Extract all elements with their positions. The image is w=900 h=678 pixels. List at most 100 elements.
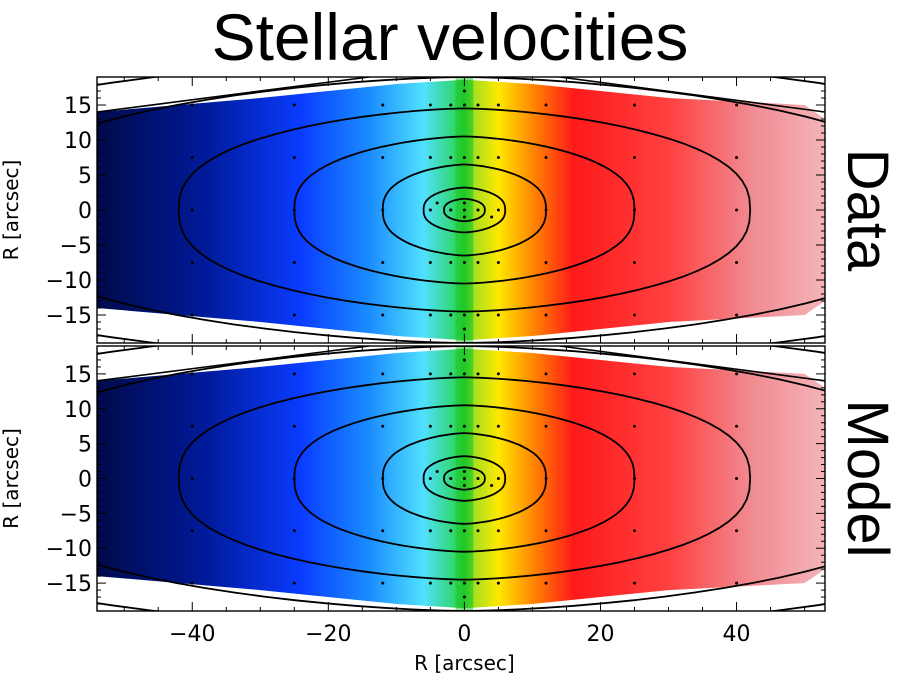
bin-dot: [435, 201, 439, 205]
bin-dot: [462, 595, 466, 599]
bin-dot: [428, 156, 432, 159]
bin-dot: [462, 483, 466, 487]
bin-dot: [428, 424, 432, 428]
bin-dot: [462, 581, 466, 585]
bin-dot: [490, 483, 494, 487]
panel-label-model: Model: [835, 400, 900, 558]
bin-dot: [496, 103, 500, 107]
bin-dot: [496, 477, 500, 480]
y-tick-label: 15: [64, 363, 92, 388]
bin-dot: [292, 424, 296, 428]
bin-dot: [449, 477, 453, 480]
bin-dot: [544, 424, 548, 428]
figure-title: Stellar velocities: [211, 0, 689, 74]
bin-dot: [462, 208, 466, 212]
x-tick-label: −20: [305, 622, 351, 647]
bin-dot: [190, 156, 194, 159]
bin-dot: [632, 529, 636, 533]
bin-dot: [632, 261, 636, 264]
envelope-line: [559, 77, 825, 113]
bin-dot: [292, 477, 296, 480]
bin-dot: [292, 313, 296, 317]
bin-dot: [496, 208, 500, 212]
bin-dot: [449, 581, 453, 585]
bin-dot: [292, 103, 296, 107]
bin-dot: [462, 156, 466, 159]
bin-dot: [544, 313, 548, 317]
x-tick-label: 20: [586, 622, 614, 647]
bin-dot: [292, 208, 296, 212]
bin-dot: [462, 470, 466, 474]
bin-dot: [435, 470, 439, 474]
bin-dot: [544, 156, 548, 159]
y-tick-label: 0: [78, 199, 92, 224]
y-tick-label: 5: [78, 164, 92, 189]
bin-dot: [381, 208, 385, 212]
x-tick-label: 40: [723, 622, 751, 647]
bin-dot: [476, 477, 480, 480]
bin-dot: [476, 529, 480, 533]
bin-dot: [462, 103, 466, 107]
x-axis-label: R [arcsec]: [414, 651, 515, 675]
bin-dot: [449, 529, 453, 533]
bin-dot: [735, 156, 739, 159]
bin-dot: [544, 529, 548, 533]
bin-dot: [476, 103, 480, 107]
bin-dot: [381, 313, 385, 317]
bin-dot: [544, 581, 548, 585]
envelope-line: [97, 346, 370, 382]
bin-dot: [462, 358, 466, 362]
bin-dot: [490, 215, 494, 219]
isophote-contour: [177, 376, 752, 581]
bin-dot: [428, 103, 432, 107]
isophote-contour: [443, 197, 486, 223]
bin-dot: [190, 313, 194, 317]
bin-dot: [292, 529, 296, 533]
bin-dot: [292, 156, 296, 159]
bin-dot: [381, 103, 385, 107]
bin-dot: [462, 313, 466, 317]
bin-dot: [449, 156, 453, 159]
bin-dot: [496, 313, 500, 317]
y-tick-label: −5: [60, 234, 92, 259]
envelope-line: [97, 77, 370, 113]
bin-dot: [462, 477, 466, 480]
bin-dot: [476, 208, 480, 212]
isophote-contour: [422, 455, 507, 502]
y-tick-label: −15: [46, 572, 92, 597]
bin-dot: [735, 313, 739, 317]
bin-dot: [735, 103, 739, 107]
bin-dot: [428, 581, 432, 585]
bin-dot: [381, 372, 385, 376]
y-tick-label: −15: [46, 304, 92, 329]
bin-dot: [190, 529, 194, 533]
bin-dot: [190, 208, 194, 212]
x-tick-label: 0: [457, 622, 471, 647]
bin-dot: [544, 372, 548, 376]
bin-dot: [496, 581, 500, 585]
bin-dot: [632, 372, 636, 376]
bin-dot: [735, 372, 739, 376]
y-tick-label: 0: [78, 468, 92, 493]
bin-dot: [632, 477, 636, 480]
isophote-contour: [422, 186, 507, 234]
bin-dot: [735, 477, 739, 480]
bin-dot: [449, 208, 453, 212]
bin-dot: [496, 261, 500, 264]
bin-dot: [462, 215, 466, 219]
bin-dot: [381, 477, 385, 480]
bin-dot: [632, 424, 636, 428]
bin-dot: [428, 208, 432, 212]
bin-dot: [292, 372, 296, 376]
bin-dot: [632, 103, 636, 107]
bin-dot: [449, 261, 453, 264]
bin-dot: [476, 372, 480, 376]
bin-dot: [462, 201, 466, 205]
bin-dot: [381, 581, 385, 585]
bin-dot: [428, 372, 432, 376]
bin-dot: [496, 529, 500, 533]
bin-dot: [735, 261, 739, 264]
y-axis-label: R [arcsec]: [0, 428, 23, 529]
bin-dot: [632, 581, 636, 585]
isophote-contour: [177, 107, 752, 313]
